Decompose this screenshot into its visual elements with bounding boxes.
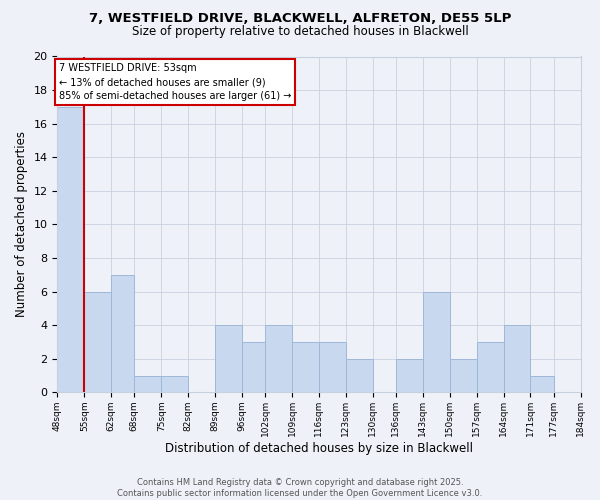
Bar — [265, 325, 292, 392]
Text: 7, WESTFIELD DRIVE, BLACKWELL, ALFRETON, DE55 5LP: 7, WESTFIELD DRIVE, BLACKWELL, ALFRETON,… — [89, 12, 511, 26]
Bar — [423, 292, 450, 392]
Bar — [134, 376, 161, 392]
Bar — [58, 107, 85, 393]
Bar — [503, 325, 530, 392]
Text: 7 WESTFIELD DRIVE: 53sqm
← 13% of detached houses are smaller (9)
85% of semi-de: 7 WESTFIELD DRIVE: 53sqm ← 13% of detach… — [59, 63, 291, 101]
Bar — [292, 342, 319, 392]
Text: Size of property relative to detached houses in Blackwell: Size of property relative to detached ho… — [131, 25, 469, 38]
Y-axis label: Number of detached properties: Number of detached properties — [15, 132, 28, 318]
Bar — [215, 325, 242, 392]
Bar — [346, 359, 373, 392]
Bar — [476, 342, 503, 392]
Text: Contains HM Land Registry data © Crown copyright and database right 2025.
Contai: Contains HM Land Registry data © Crown c… — [118, 478, 482, 498]
Bar — [530, 376, 554, 392]
Bar — [319, 342, 346, 392]
Bar — [242, 342, 265, 392]
X-axis label: Distribution of detached houses by size in Blackwell: Distribution of detached houses by size … — [165, 442, 473, 455]
Bar — [450, 359, 476, 392]
Bar — [111, 275, 134, 392]
Bar — [161, 376, 188, 392]
Bar — [85, 292, 111, 392]
Bar — [396, 359, 423, 392]
